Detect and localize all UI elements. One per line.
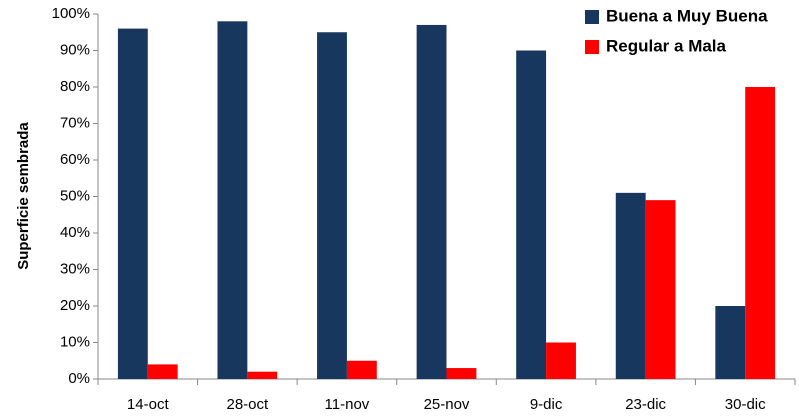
y-tick-label: 100%	[52, 5, 90, 22]
bar	[546, 342, 576, 379]
bar	[745, 87, 776, 379]
x-tick-label: 11-nov	[325, 396, 370, 413]
bar	[416, 24, 447, 379]
y-tick-label: 90%	[60, 41, 90, 58]
bar	[346, 360, 377, 379]
legend-label: Buena a Muy Buena	[606, 6, 768, 25]
y-axis-label: Superficie sembrada	[15, 122, 32, 270]
bar	[247, 371, 278, 379]
bar	[117, 28, 148, 379]
x-tick-label: 28-oct	[227, 396, 270, 413]
x-tick-label: 23-dic	[625, 396, 666, 413]
x-tick-label: 30-dic	[725, 396, 766, 413]
x-tick-label: 14-oct	[127, 396, 170, 413]
y-tick-label: 20%	[60, 297, 90, 314]
y-tick-label: 0%	[68, 370, 90, 387]
legend-swatch	[585, 40, 599, 54]
x-tick-label: 25-nov	[424, 396, 470, 413]
bar	[715, 306, 746, 379]
bar	[446, 368, 477, 379]
legend-label: Regular a Mala	[606, 36, 727, 55]
y-tick-label: 80%	[60, 78, 90, 95]
bar	[516, 50, 547, 379]
y-tick-label: 30%	[60, 260, 90, 277]
legend-swatch	[585, 10, 599, 24]
bar	[317, 32, 347, 379]
y-tick-label: 60%	[60, 151, 90, 168]
y-tick-label: 10%	[60, 333, 90, 350]
y-tick-label: 40%	[60, 224, 90, 241]
x-tick-label: 9-dic	[530, 396, 563, 413]
bar	[217, 21, 248, 380]
y-tick-label: 50%	[60, 187, 90, 204]
bar	[645, 200, 676, 379]
bar	[615, 192, 646, 379]
y-tick-label: 70%	[60, 114, 90, 131]
bar	[147, 364, 178, 379]
